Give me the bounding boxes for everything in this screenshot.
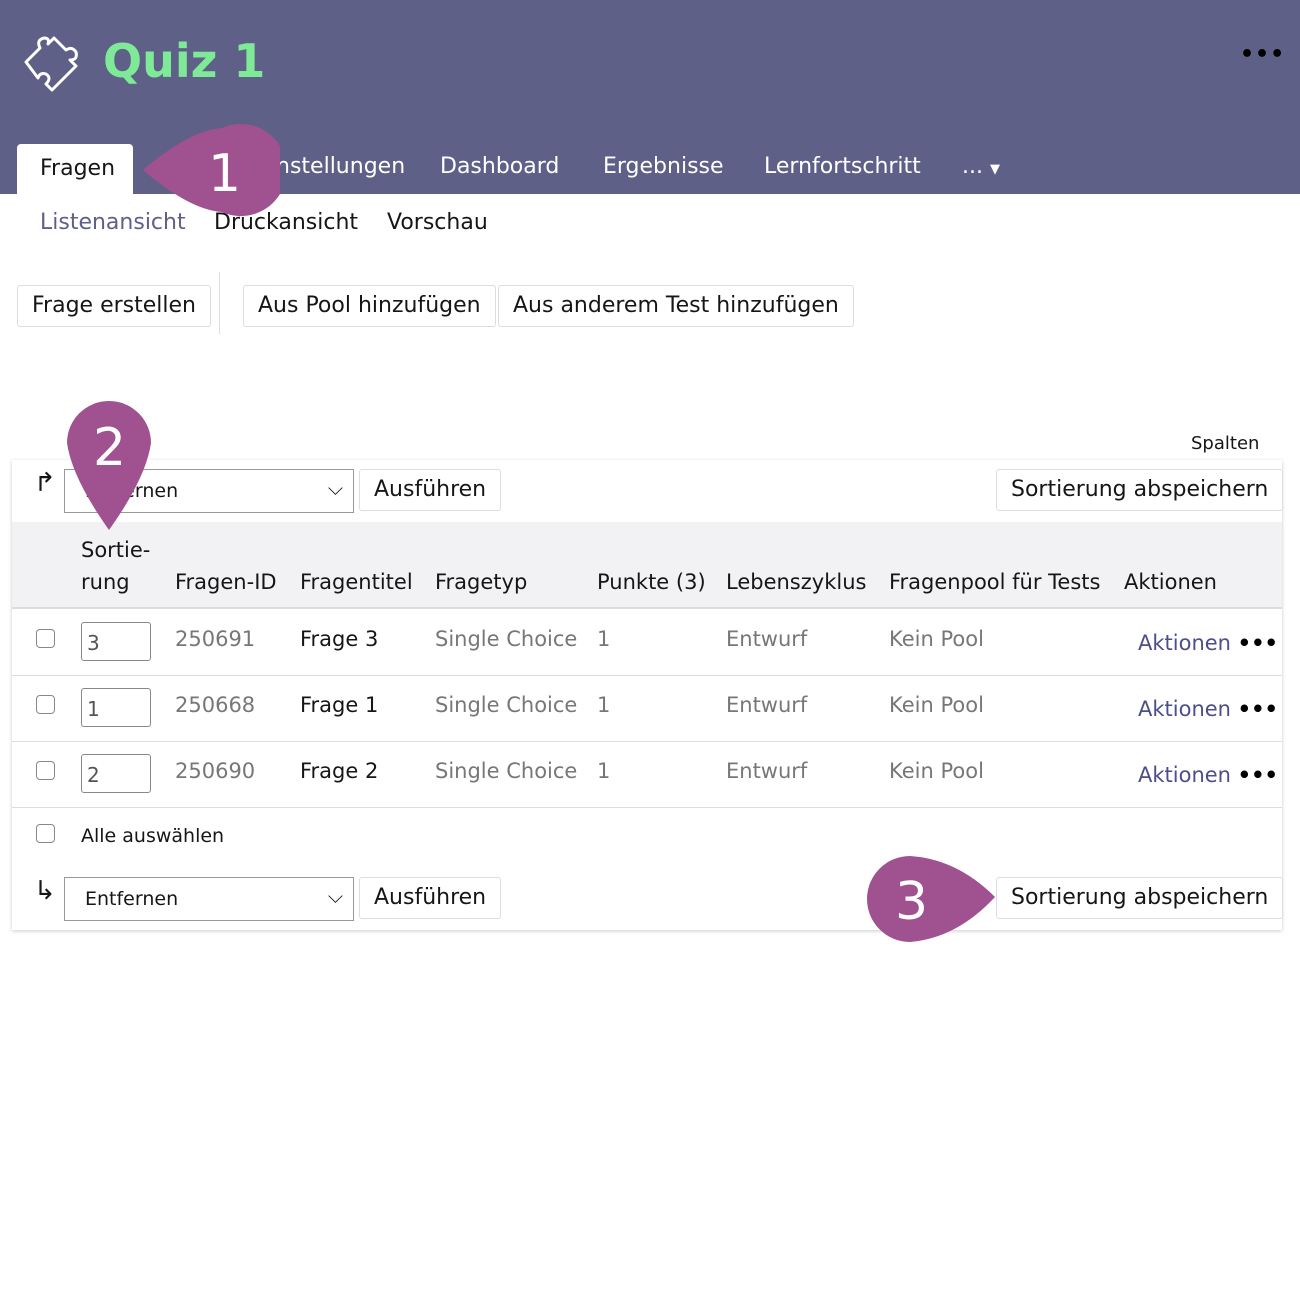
- sort-input[interactable]: 2: [81, 754, 151, 793]
- columns-toggle[interactable]: Spalten: [1191, 433, 1260, 454]
- execute-button-top[interactable]: Ausführen: [359, 469, 502, 511]
- actions-dropdown[interactable]: Aktionen •••: [1138, 763, 1278, 787]
- sort-input[interactable]: 1: [81, 688, 151, 727]
- action-select-bottom[interactable]: Entfernen ⌵: [64, 877, 354, 921]
- add-from-pool-button[interactable]: Aus Pool hinzufügen: [243, 285, 496, 327]
- table-row: [12, 676, 1282, 742]
- row-checkbox[interactable]: [36, 629, 55, 648]
- question-points: 1: [597, 693, 611, 717]
- table-row: [12, 742, 1282, 808]
- question-points: 1: [597, 627, 611, 651]
- tab-more[interactable]: ... ▼: [962, 154, 1000, 179]
- execute-button-bottom[interactable]: Ausführen: [359, 877, 502, 919]
- question-pool: Kein Pool: [889, 627, 984, 651]
- header-sort-1: Sortie-: [81, 538, 151, 562]
- tab-more-label: ...: [962, 154, 983, 179]
- header-sort-2: rung: [81, 570, 130, 594]
- question-pool: Kein Pool: [889, 759, 984, 783]
- subtab-vorschau[interactable]: Vorschau: [387, 210, 488, 235]
- question-type: Single Choice: [435, 627, 578, 651]
- table-header: [12, 522, 1282, 609]
- actions-dropdown[interactable]: Aktionen •••: [1138, 631, 1278, 655]
- table-row: [12, 610, 1282, 676]
- callout-number-3: 3: [895, 872, 929, 932]
- page-title: Quiz 1: [103, 34, 266, 88]
- arrow-down-right-icon: ↳: [34, 876, 56, 906]
- add-from-test-button[interactable]: Aus anderem Test hinzufügen: [498, 285, 854, 327]
- question-points: 1: [597, 759, 611, 783]
- actions-label: Aktionen: [1138, 697, 1231, 721]
- header-actions: Aktionen: [1124, 570, 1217, 594]
- header-points[interactable]: Punkte (3): [597, 570, 706, 594]
- header-lifecycle[interactable]: Lebenszyklus: [726, 570, 867, 594]
- action-select-value: Entfernen: [85, 888, 179, 910]
- actions-label: Aktionen: [1138, 631, 1231, 655]
- row-checkbox[interactable]: [36, 761, 55, 780]
- chevron-down-icon: ⌵: [327, 884, 343, 908]
- tab-lernfortschritt[interactable]: Lernfortschritt: [764, 154, 921, 179]
- chevron-down-icon: ⌵: [327, 476, 343, 500]
- save-sort-button-top[interactable]: Sortierung abspeichern: [996, 469, 1284, 511]
- more-dots-icon: •••: [1237, 697, 1278, 721]
- question-lifecycle: Entwurf: [726, 693, 808, 717]
- actions-label: Aktionen: [1138, 763, 1231, 787]
- callout-number-1: 1: [208, 144, 242, 204]
- tab-ergebnisse[interactable]: Ergebnisse: [603, 154, 724, 179]
- question-type: Single Choice: [435, 693, 578, 717]
- tab-fragen[interactable]: Fragen: [17, 144, 133, 194]
- header-title[interactable]: Fragentitel: [300, 570, 413, 594]
- select-all-checkbox[interactable]: [36, 824, 55, 843]
- puzzle-icon: [24, 36, 78, 92]
- question-id: 250690: [175, 759, 256, 783]
- arrow-up-right-icon: ↱: [34, 468, 56, 498]
- divider: [219, 272, 220, 334]
- row-checkbox[interactable]: [36, 695, 55, 714]
- caret-down-icon: ▼: [989, 162, 1000, 177]
- question-id: 250668: [175, 693, 256, 717]
- select-all-label[interactable]: Alle auswählen: [81, 825, 225, 847]
- callout-marker-1: [143, 124, 280, 216]
- callout-marker-2: [67, 401, 151, 530]
- question-title[interactable]: Frage 1: [300, 693, 379, 717]
- header-id[interactable]: Fragen-ID: [175, 570, 277, 594]
- header-type[interactable]: Fragetyp: [435, 570, 528, 594]
- actions-dropdown[interactable]: Aktionen •••: [1138, 697, 1278, 721]
- question-lifecycle: Entwurf: [726, 627, 808, 651]
- more-dots-icon[interactable]: •••: [1240, 42, 1286, 67]
- sort-input[interactable]: 3: [81, 622, 151, 661]
- more-dots-icon: •••: [1237, 763, 1278, 787]
- question-title[interactable]: Frage 2: [300, 759, 379, 783]
- question-title[interactable]: Frage 3: [300, 627, 379, 651]
- more-dots-icon: •••: [1237, 631, 1278, 655]
- question-type: Single Choice: [435, 759, 578, 783]
- save-sort-button-bottom[interactable]: Sortierung abspeichern: [996, 877, 1284, 919]
- header-pool[interactable]: Fragenpool für Tests: [889, 570, 1101, 594]
- question-pool: Kein Pool: [889, 693, 984, 717]
- callout-number-2: 2: [93, 418, 127, 478]
- question-id: 250691: [175, 627, 256, 651]
- create-question-button[interactable]: Frage erstellen: [17, 285, 211, 327]
- question-lifecycle: Entwurf: [726, 759, 808, 783]
- callout-marker-3: [867, 856, 995, 942]
- subtab-listenansicht[interactable]: Listenansicht: [40, 210, 186, 235]
- tab-dashboard[interactable]: Dashboard: [440, 154, 560, 179]
- tab-einstellungen[interactable]: Einstellungen: [256, 154, 406, 179]
